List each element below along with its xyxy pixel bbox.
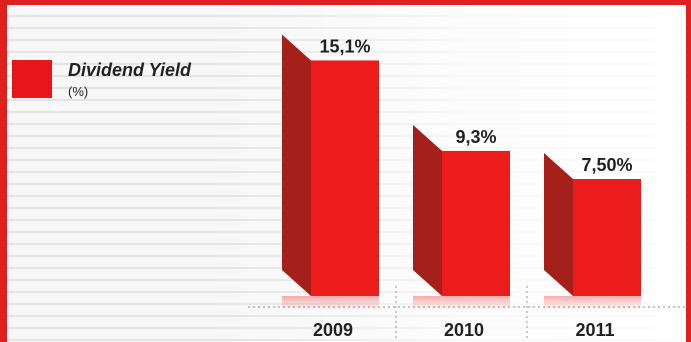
category-label-2011: 2011 [575,320,614,340]
legend-label: Dividend Yield [68,60,192,80]
legend-unit: (%) [68,84,89,99]
bar-2011 [573,179,641,296]
category-label-2010: 2010 [444,320,484,340]
data-label-2010: 9,3% [455,127,496,147]
data-label-2009: 15,1% [319,36,370,56]
bar-side-2010 [413,124,442,296]
bar-shadow-2011 [544,296,641,310]
data-label-2011: 7,50% [581,155,632,175]
category-label-2009: 2009 [313,320,353,340]
bar-2010 [442,150,510,296]
legend-swatch [12,60,52,98]
bar-shadow-2009 [282,296,379,310]
bar-side-2011 [544,153,573,296]
bar-2009 [311,60,379,296]
bar-side-2009 [282,34,311,296]
bar-shadow-2010 [413,296,510,310]
